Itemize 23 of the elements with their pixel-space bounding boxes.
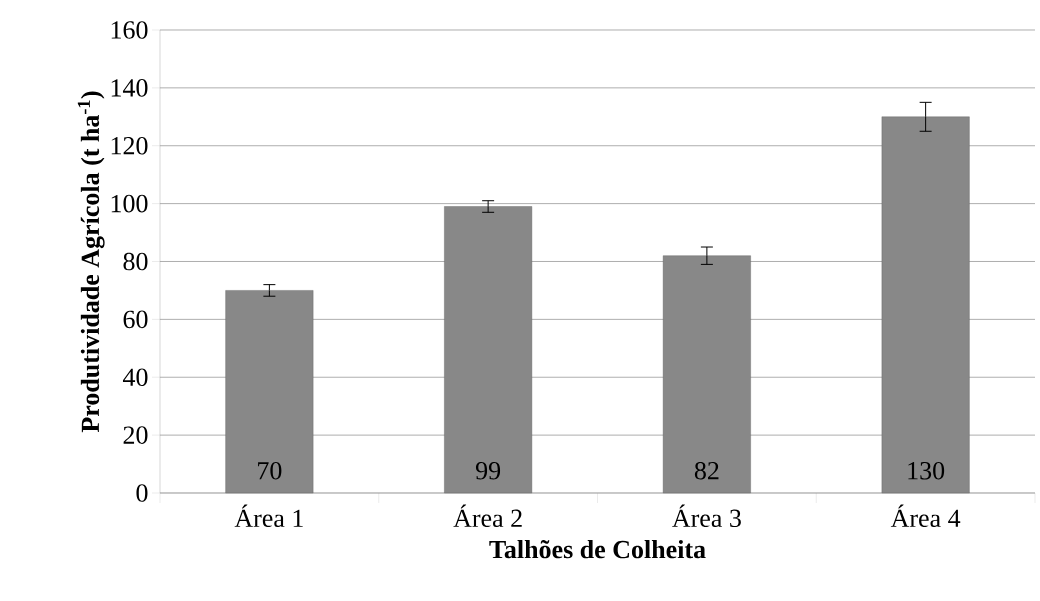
y-tick-label: 160 — [111, 21, 148, 39]
y-tick-label: 0 — [136, 484, 148, 502]
data-label: 99 — [475, 461, 501, 480]
y-tick-label: 20 — [123, 426, 148, 444]
x-tick-label: Área 1 — [234, 504, 303, 528]
y-tick-label: 60 — [123, 310, 148, 329]
bar — [881, 116, 970, 494]
data-label: 82 — [694, 461, 719, 480]
bar — [662, 255, 751, 494]
y-tick-label: 140 — [111, 79, 148, 97]
y-tick-label: 100 — [111, 194, 148, 213]
bar — [225, 290, 314, 494]
x-tick-label: Área 4 — [890, 504, 961, 528]
y-tick-label: 120 — [111, 136, 148, 155]
bar — [444, 206, 533, 494]
x-tick-label: Área 2 — [453, 504, 522, 528]
x-tick-label: Área 3 — [672, 504, 741, 528]
y-axis-title: Produtividade Agrícola (t ha$^{-1}$) — [77, 91, 105, 433]
data-label: 130 — [908, 461, 945, 480]
data-label: 70 — [258, 461, 282, 480]
y-tick-label: 40 — [122, 368, 148, 387]
x-axis-title: Talhões de Colheita — [489, 539, 706, 559]
y-tick-label: 80 — [123, 252, 148, 271]
